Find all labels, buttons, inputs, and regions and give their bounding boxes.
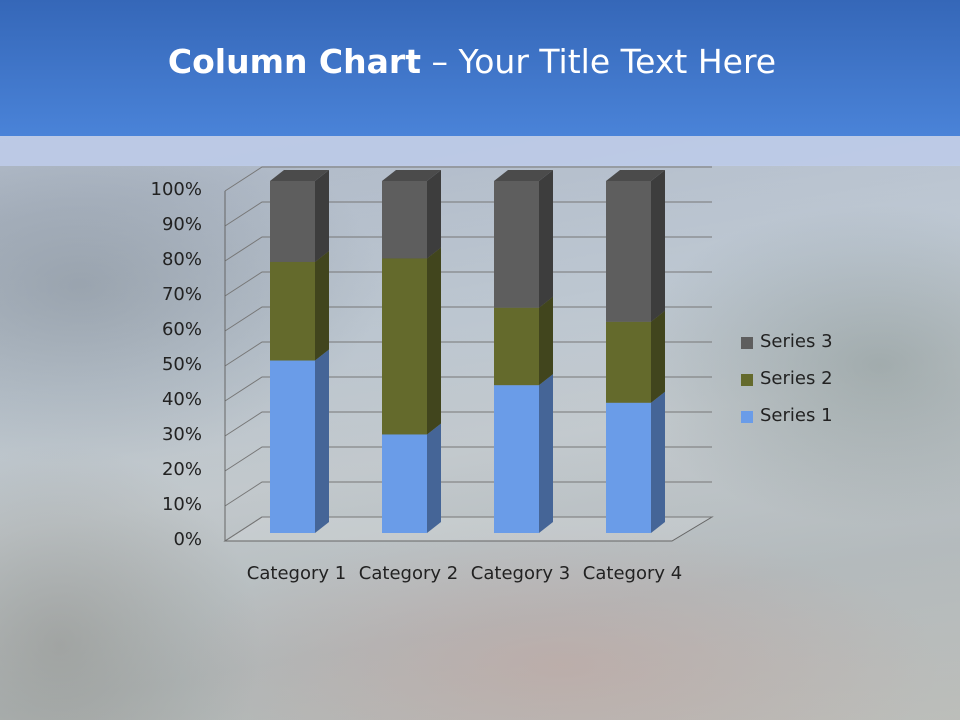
bar-top	[382, 170, 441, 181]
y-tick-label: 20%	[161, 459, 202, 480]
slide-title: Column Chart – Your Title Text Here	[0, 42, 944, 81]
background-photo	[0, 165, 960, 720]
x-tick-label: Category 4	[582, 563, 683, 584]
bar-side	[427, 247, 441, 435]
bar-side	[315, 349, 329, 533]
legend-swatch	[741, 337, 753, 349]
grid-line	[224, 306, 712, 332]
bar-front	[270, 360, 315, 533]
bar-side	[427, 170, 441, 259]
bar-side	[651, 310, 665, 403]
bar-side	[539, 170, 553, 308]
grid-line	[224, 271, 712, 297]
y-tick-label: 80%	[161, 249, 202, 270]
legend-label: Series 1	[760, 405, 833, 426]
bar-front	[606, 402, 651, 533]
header-bar	[0, 0, 960, 136]
y-tick-label: 10%	[161, 494, 202, 515]
bar-front	[494, 181, 539, 308]
bar-side	[315, 250, 329, 361]
grid-line	[224, 411, 712, 437]
bar-side	[427, 423, 441, 533]
y-tick-label: 90%	[161, 214, 202, 235]
y-tick-label: 100%	[150, 179, 202, 200]
bar-side	[539, 296, 553, 386]
bar-side	[651, 391, 665, 533]
x-tick-label: Category 3	[470, 563, 571, 584]
bar-front	[494, 385, 539, 533]
bar-front	[270, 261, 315, 361]
y-tick-label: 70%	[161, 284, 202, 305]
bar-front	[382, 434, 427, 533]
legend-swatch	[741, 374, 753, 386]
bar-top	[606, 170, 665, 181]
bar-side	[539, 374, 553, 533]
grid-line	[224, 376, 712, 402]
y-tick-label: 60%	[161, 319, 202, 340]
title-bold: Column Chart	[167, 42, 421, 81]
grid-line	[224, 166, 712, 192]
bar-front	[606, 321, 651, 403]
grid-line	[224, 236, 712, 262]
header-strip	[0, 136, 960, 166]
legend-label: Series 3	[760, 331, 833, 352]
grid-line	[224, 516, 712, 542]
grid-line	[224, 481, 712, 507]
x-tick-label: Category 2	[358, 563, 459, 584]
y-tick-label: 0%	[173, 529, 202, 550]
bar-front	[270, 181, 315, 262]
y-tick-label: 40%	[161, 389, 202, 410]
y-tick-label: 50%	[161, 354, 202, 375]
x-tick-label: Category 1	[246, 563, 347, 584]
bar-side	[315, 170, 329, 262]
legend-swatch	[741, 411, 753, 423]
grid-line	[224, 201, 712, 227]
bar-top	[270, 170, 329, 181]
bar-front	[382, 258, 427, 435]
bar-front	[494, 307, 539, 386]
grid-line	[224, 341, 712, 367]
y-tick-label: 30%	[161, 424, 202, 445]
title-rest: – Your Title Text Here	[431, 42, 777, 81]
legend-label: Series 2	[760, 368, 833, 389]
bar-front	[606, 181, 651, 322]
grid-line	[224, 446, 712, 472]
bar-side	[651, 170, 665, 322]
bar-top	[494, 170, 553, 181]
bar-front	[382, 181, 427, 259]
